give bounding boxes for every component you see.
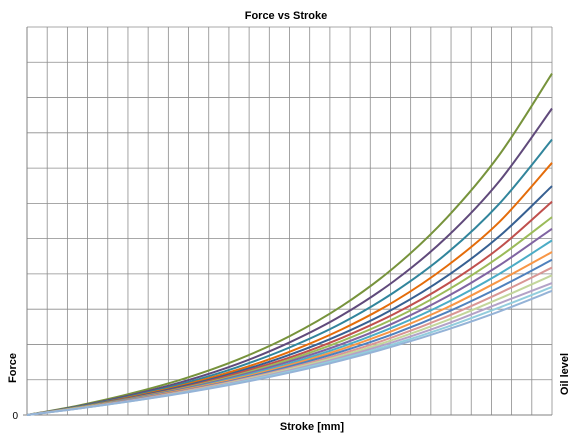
chart-title: Force vs Stroke [245,10,328,22]
x-axis-label: Stroke [mm] [280,421,345,433]
y-axis-label: Force [7,353,19,383]
secondary-y-axis-label: Oil level [559,353,571,395]
y-tick-label-0: 0 [12,411,18,422]
